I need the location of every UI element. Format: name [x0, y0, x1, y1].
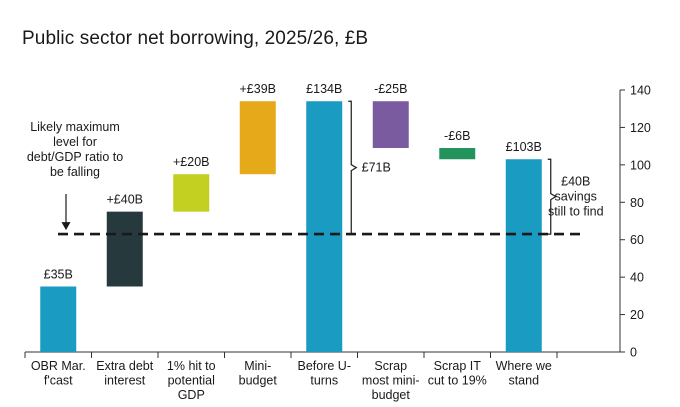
y-tick-label: 80: [630, 196, 644, 210]
x-category-label: potential: [168, 374, 215, 388]
annotation-label: £71B: [362, 161, 391, 175]
bar-value-label: -£25B: [374, 82, 407, 96]
reference-line-label: level for: [53, 135, 97, 149]
x-category-label: f'cast: [44, 374, 73, 388]
x-category-label: OBR Mar.: [31, 359, 86, 373]
x-category-label: budget: [239, 374, 278, 388]
x-category-label: 1% hit to: [167, 359, 216, 373]
reference-line-label: debt/GDP ratio to: [27, 150, 123, 164]
reference-line-label: Likely maximum: [30, 120, 120, 134]
x-category-label: GDP: [178, 388, 205, 402]
x-category-label: Where we: [496, 359, 552, 373]
x-category-label: Before U-: [298, 359, 352, 373]
y-tick-label: 60: [630, 233, 644, 247]
y-tick-label: 20: [630, 308, 644, 322]
bar-5: [372, 101, 409, 149]
annotation-label: savings: [555, 190, 597, 204]
bar-value-label: +£40B: [107, 193, 144, 207]
annotation-label: £40B: [561, 175, 590, 189]
bar-6: [439, 148, 476, 160]
x-category-label: cut to 19%: [428, 374, 487, 388]
bar-value-label: +£39B: [240, 82, 277, 96]
x-category-label: turns: [310, 374, 338, 388]
bar-value-label: £134B: [306, 82, 342, 96]
bar-4: [306, 101, 343, 352]
reference-line-label: be falling: [50, 165, 100, 179]
bar-value-label: +£20B: [173, 155, 210, 169]
x-category-label: interest: [104, 374, 146, 388]
bar-value-label: -£6B: [444, 129, 470, 143]
bar-3: [239, 101, 276, 175]
bar-value-label: £35B: [44, 268, 73, 282]
annotation-bracket: [348, 100, 358, 235]
x-category-label: stand: [508, 374, 539, 388]
x-category-label: Scrap: [374, 359, 407, 373]
bar-1: [106, 211, 143, 287]
x-category-label: Scrap IT: [434, 359, 482, 373]
bar-0: [40, 286, 77, 352]
reference-arrow-head: [61, 222, 71, 231]
bar-7: [505, 159, 542, 352]
x-category-label: Extra debt: [96, 359, 154, 373]
y-tick-label: 40: [630, 271, 644, 285]
annotation-bracket: [547, 158, 557, 235]
x-category-label: most mini-: [362, 374, 420, 388]
annotation-label: still to find: [548, 205, 604, 219]
chart-title: Public sector net borrowing, 2025/26, £B: [22, 28, 369, 49]
x-category-label: budget: [372, 388, 411, 402]
y-tick-label: 120: [630, 121, 651, 135]
x-category-label: Mini-: [244, 359, 271, 373]
y-tick-label: 140: [630, 84, 651, 98]
bar-2: [173, 174, 210, 212]
y-tick-label: 0: [630, 346, 637, 360]
y-tick-label: 100: [630, 158, 651, 172]
bar-value-label: £103B: [506, 140, 542, 154]
